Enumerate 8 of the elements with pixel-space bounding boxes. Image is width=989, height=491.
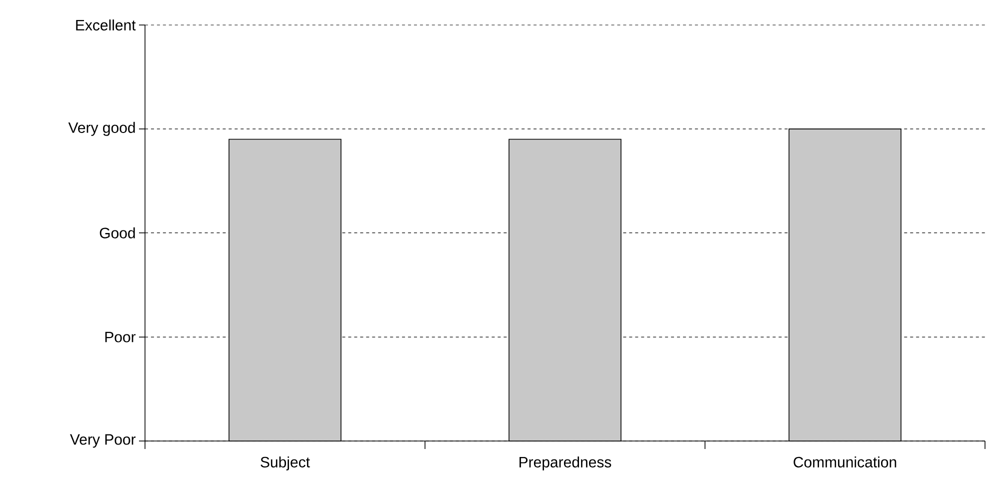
ref-line-label: Excellent (76, 19, 136, 30)
ref-line-label: Very Poor (70, 434, 136, 448)
x-tick-label: Subject (260, 456, 310, 470)
ref-line-label: Good (100, 227, 135, 238)
ref-line-label: Poor (105, 332, 136, 342)
x-tick-label: Communication (794, 456, 896, 468)
ref-line-label: Very good (68, 122, 135, 136)
x-tick-label: Preparedness (520, 456, 612, 470)
